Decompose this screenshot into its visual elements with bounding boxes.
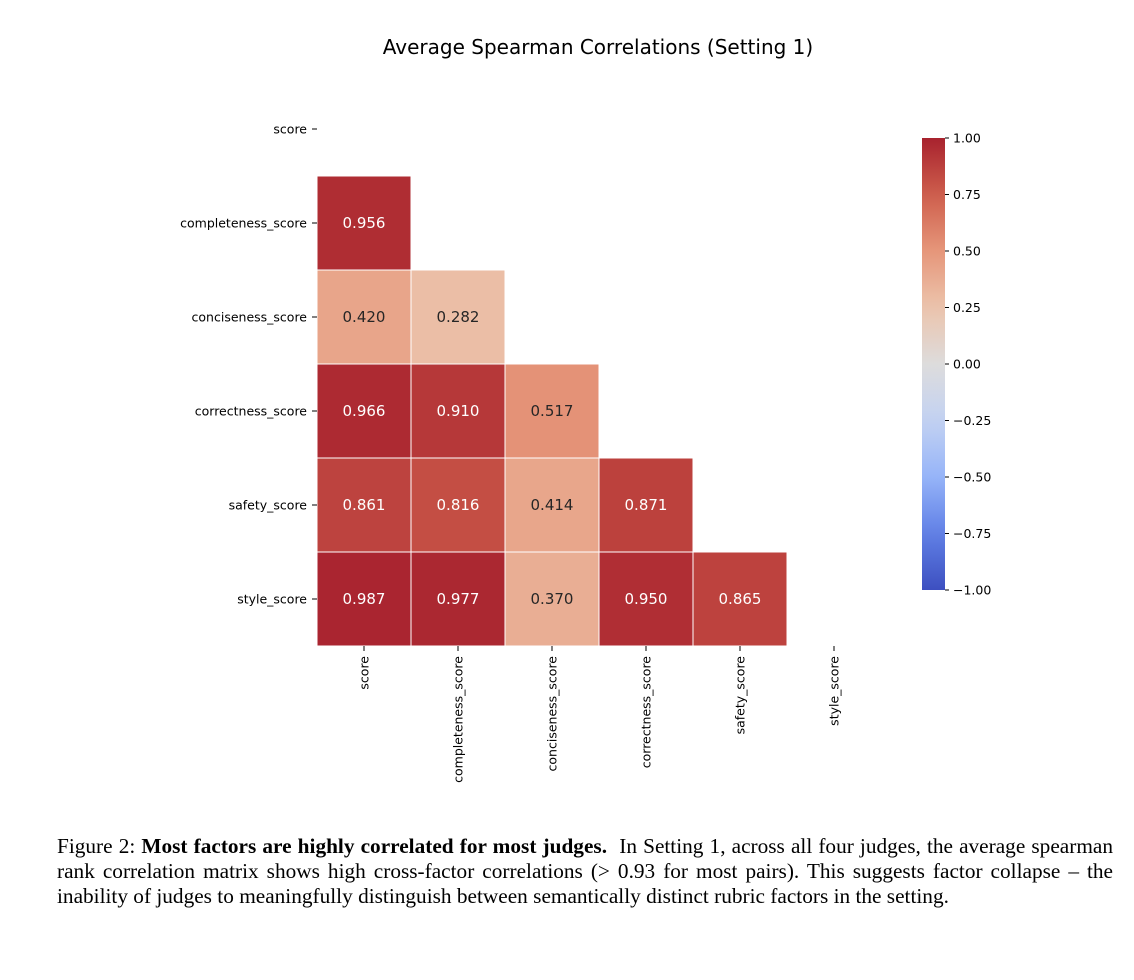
heatmap-cell	[316, 269, 412, 365]
x-tick-label: style_score	[827, 656, 842, 726]
colorbar-tick-label: 0.00	[953, 357, 981, 372]
heatmap-cell	[598, 457, 694, 553]
y-tick-label: conciseness_score	[192, 310, 308, 325]
y-tick-label: style_score	[237, 592, 307, 607]
chart-title: Average Spearman Correlations (Setting 1…	[383, 35, 813, 59]
x-tick-label: safety_score	[733, 656, 748, 735]
cell-value-label: 0.966	[343, 402, 386, 420]
x-tick-label: correctness_score	[639, 656, 654, 769]
cell-value-label: 0.861	[343, 496, 386, 514]
colorbar-tick-label: 1.00	[953, 131, 981, 146]
heatmap-cell	[410, 269, 506, 365]
x-tick-label: conciseness_score	[545, 656, 560, 772]
y-axis-labels: score completeness_score conciseness_score…	[180, 122, 317, 607]
cell-value-label: 0.987	[343, 590, 386, 608]
y-tick-label: score	[273, 122, 307, 137]
cell-value-label: 0.910	[437, 402, 480, 420]
caption-bold: Most factors are highly correlated for m…	[141, 834, 608, 858]
cell-value-label: 0.420	[343, 308, 386, 326]
cell-value-label: 0.816	[437, 496, 480, 514]
cell-value-label: 0.517	[531, 402, 574, 420]
heatmap-cell	[504, 363, 600, 459]
colorbar-tick-label: −1.00	[953, 583, 991, 598]
colorbar-tick-label: −0.50	[953, 470, 991, 485]
x-axis-labels: score completeness_score conciseness_score…	[357, 646, 842, 783]
cell-value-label: 0.977	[437, 590, 480, 608]
figure-caption: Figure 2: Most factors are highly correl…	[57, 834, 1113, 909]
heatmap-cells: 0.956 0.420 0.282 0.966 0.910 0.517 0.861 0.816…	[316, 175, 788, 647]
colorbar-tick-label: 0.25	[953, 300, 981, 315]
y-tick-label: safety_score	[229, 498, 308, 513]
colorbar-gradient	[922, 138, 945, 590]
heatmap-cell	[316, 175, 412, 271]
heatmap-figure: Average Spearman Correlations (Setting 1…	[180, 35, 991, 783]
cell-value-label: 0.956	[343, 214, 386, 232]
heatmap-cell	[598, 551, 694, 647]
colorbar-tick-label: −0.75	[953, 526, 991, 541]
cell-value-label: 0.865	[719, 590, 762, 608]
cell-value-label: 0.370	[531, 590, 574, 608]
y-tick-label: completeness_score	[180, 216, 307, 231]
cell-value-label: 0.871	[625, 496, 668, 514]
cell-value-label: 0.414	[531, 496, 574, 514]
x-tick-label: completeness_score	[451, 656, 466, 783]
heatmap-cell	[410, 457, 506, 553]
heatmap-cell	[410, 551, 506, 647]
colorbar: 1.00 0.75 0.50 0.25 0.00 −0.25 −0.50 −0.75 −1.00	[922, 131, 991, 598]
heatmap-cell	[692, 551, 788, 647]
y-tick-label: correctness_score	[195, 404, 308, 419]
caption-label: Figure 2:	[57, 834, 136, 858]
heatmap-cell	[504, 551, 600, 647]
x-tick-label: score	[357, 656, 372, 690]
colorbar-tick-label: 0.75	[953, 187, 981, 202]
caption-text: In Setting 1, across all four judges, th…	[57, 834, 1113, 908]
colorbar-tick-label: 0.50	[953, 244, 981, 259]
heatmap-cell	[410, 363, 506, 459]
colorbar-tick-label: −0.25	[953, 413, 991, 428]
cell-value-label: 0.950	[625, 590, 668, 608]
heatmap-cell	[316, 363, 412, 459]
cell-value-label: 0.282	[437, 308, 480, 326]
